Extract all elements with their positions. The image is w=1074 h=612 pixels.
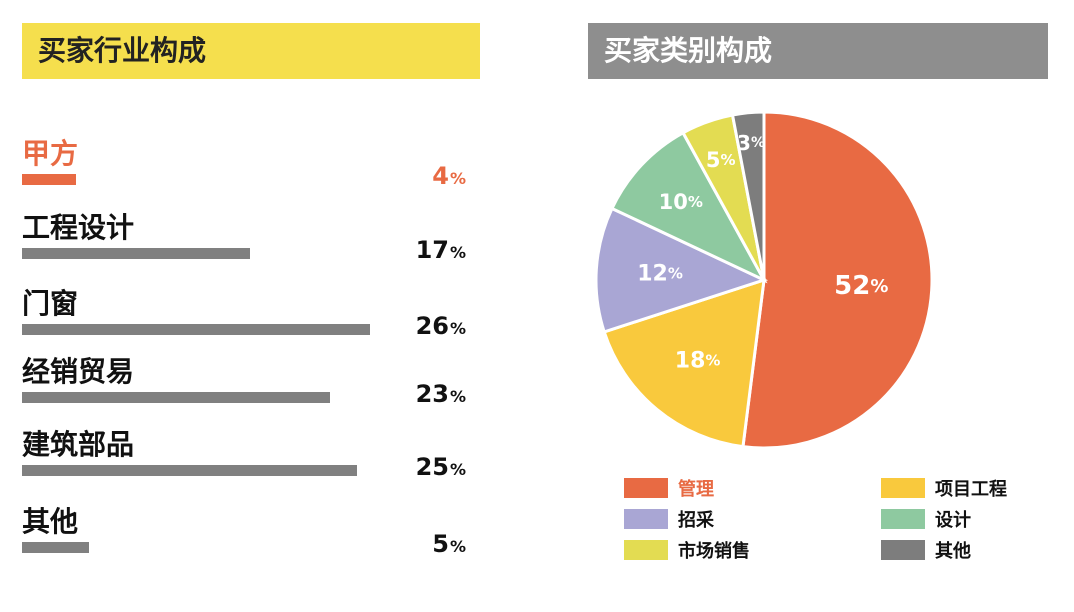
legend-swatch: [624, 540, 668, 560]
category-pie-chart: 52% 18% 12% 10%5%3%: [594, 110, 934, 450]
pie-slice: [730, 110, 766, 281]
bar-row: 建筑部品 25%: [22, 423, 482, 483]
bar-value-unit: %: [449, 387, 466, 406]
pie-slice-label: 10%: [659, 190, 703, 214]
legend-label: 招采: [678, 510, 714, 531]
bar-value: 5%: [432, 530, 466, 558]
pie-slice: [602, 277, 766, 449]
bar-value: 26%: [416, 312, 466, 340]
legend-label: 其他: [935, 541, 971, 562]
bar-value-number: 5: [432, 530, 449, 558]
legend-item: 招采: [624, 507, 714, 531]
bar: [22, 542, 89, 553]
bar-label: 其他: [22, 505, 79, 538]
pie-slice-label: 52%: [834, 271, 888, 301]
bar-value-number: 17: [415, 236, 449, 264]
pie-slice: [594, 206, 769, 334]
bar-value: 25%: [416, 453, 466, 481]
bar-value-number: 26: [415, 312, 449, 340]
bar: [22, 248, 250, 259]
legend-item: 项目工程: [881, 476, 1007, 500]
legend-item: 其他: [881, 538, 971, 562]
bar-label: 经销贸易: [22, 355, 135, 388]
legend-label: 管理: [678, 479, 714, 500]
bar-value-unit: %: [449, 537, 466, 556]
legend-label: 设计: [935, 510, 971, 531]
bar: [22, 465, 357, 476]
legend-swatch: [624, 478, 668, 498]
bar: [22, 324, 370, 335]
left-panel-title: 买家行业构成: [22, 23, 480, 79]
bar: [22, 174, 76, 185]
pie-slice-label: 12%: [637, 261, 683, 286]
bar-value-unit: %: [449, 169, 466, 188]
legend-swatch: [881, 478, 925, 498]
bar-value-unit: %: [449, 243, 466, 262]
bar-row: 甲方 4%: [22, 132, 482, 192]
bar-value-number: 25: [415, 453, 449, 481]
bar-row: 工程设计 17%: [22, 206, 482, 266]
pie-slice: [741, 110, 934, 450]
bar-row: 门窗 26%: [22, 282, 482, 342]
bar-value-unit: %: [449, 460, 466, 479]
bar-label: 工程设计: [22, 211, 135, 244]
legend-swatch: [624, 509, 668, 529]
bar: [22, 392, 330, 403]
legend-label: 项目工程: [935, 479, 1007, 500]
bar-value-unit: %: [449, 319, 466, 338]
pie-slice: [609, 130, 768, 284]
pie-slice-label: 5%: [706, 148, 736, 172]
bar-label: 门窗: [22, 287, 79, 320]
legend-item: 管理: [624, 476, 714, 500]
legend-swatch: [881, 540, 925, 560]
legend-swatch: [881, 509, 925, 529]
legend-label: 市场销售: [678, 541, 750, 562]
bar-value-number: 4: [432, 162, 449, 190]
bar-value: 23%: [416, 380, 466, 408]
bar-value: 4%: [432, 162, 466, 190]
right-panel-title: 买家类别构成: [588, 23, 1048, 79]
legend-item: 市场销售: [624, 538, 750, 562]
legend-item: 设计: [881, 507, 971, 531]
bar-value-number: 23: [415, 380, 449, 408]
bar-value: 17%: [416, 236, 466, 264]
pie-slice-label: 18%: [675, 348, 721, 373]
pie-slice-label: 3%: [737, 131, 765, 155]
bar-label: 建筑部品: [22, 428, 135, 461]
bar-label: 甲方: [22, 137, 79, 170]
bar-row: 经销贸易 23%: [22, 350, 482, 410]
bar-row: 其他 5%: [22, 500, 482, 560]
